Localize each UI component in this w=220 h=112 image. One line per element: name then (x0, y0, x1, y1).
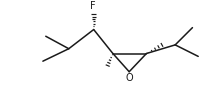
Text: F: F (90, 1, 95, 11)
Text: O: O (125, 73, 133, 83)
